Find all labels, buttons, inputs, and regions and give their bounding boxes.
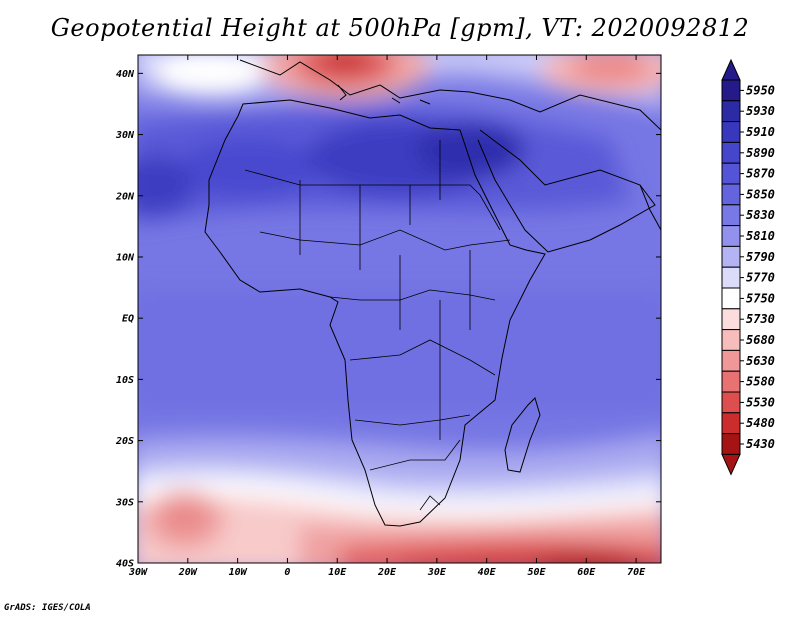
colorbar-swatch <box>721 412 741 435</box>
africa-coastline <box>204 99 546 527</box>
colorbar: 5950 5930 5910 5890 5870 5850 5830 5810 5790 5770… <box>721 58 775 476</box>
colorbar-label: 5950 <box>746 83 775 97</box>
colorbar-swatch <box>721 308 741 331</box>
colorbar-label: 5830 <box>746 208 775 222</box>
colorbar-label: 5870 <box>746 167 775 181</box>
colorbar-label: 5430 <box>746 437 775 451</box>
colorbar-label: 5910 <box>746 125 775 139</box>
lon-tick-label: 0 <box>284 567 290 578</box>
colorbar-swatch <box>721 204 741 227</box>
map-frame <box>137 54 662 564</box>
colorbar-max-arrow <box>721 58 741 81</box>
lat-tick-label: 40S <box>116 559 134 570</box>
colorbar-swatch <box>721 183 741 206</box>
colorbar-swatch <box>721 162 741 185</box>
colorbar-swatch <box>721 391 741 414</box>
colorbar-swatch <box>721 349 741 372</box>
colorbar-swatch <box>721 79 741 102</box>
colorbar-label: 5730 <box>746 312 775 326</box>
colorbar-label: 5750 <box>746 291 775 305</box>
lon-tick-label: 60E <box>577 567 596 578</box>
india-coastline <box>639 184 661 231</box>
colorbar-min-arrow <box>721 453 741 476</box>
mediterranean-islands <box>337 84 431 105</box>
lat-tick-label: EQ <box>122 314 134 325</box>
longitude-axis: 30W 20W 10W 0 10E 20E 30E 40E 50E 60E 70E <box>128 55 646 578</box>
lat-tick-label: 10S <box>116 375 134 386</box>
colorbar-label: 5480 <box>746 416 775 430</box>
coastlines <box>204 59 661 527</box>
colorbar-swatch <box>721 287 741 310</box>
lon-tick-label: 30W <box>128 567 148 578</box>
lon-tick-label: 20W <box>178 567 198 578</box>
colorbar-swatch <box>721 121 741 143</box>
colorbar-swatch <box>721 100 741 123</box>
lat-tick-label: 10N <box>116 252 135 263</box>
colorbar-label: 5890 <box>746 146 775 160</box>
colorbar-swatch <box>721 245 741 268</box>
colorbar-label: 5580 <box>746 375 775 389</box>
europe-coastline <box>239 59 661 131</box>
colorbar-swatch <box>721 329 741 351</box>
lat-tick-label: 40N <box>116 69 135 80</box>
height-field <box>138 55 661 563</box>
lon-tick-label: 70E <box>627 567 646 578</box>
colorbar-swatch <box>721 370 741 393</box>
colorbar-label: 5530 <box>746 395 775 409</box>
arabia-coastline <box>477 129 656 253</box>
madagascar-coastline <box>504 397 541 473</box>
country-borders <box>244 140 511 511</box>
colorbar-swatch <box>721 433 741 455</box>
lat-tick-label: 30N <box>115 130 135 141</box>
lon-tick-label: 40E <box>478 567 497 578</box>
lon-tick-label: 10W <box>229 567 248 578</box>
colorbar-label: 5770 <box>746 271 775 285</box>
colorbar-swatch <box>721 225 741 247</box>
map-title: Geopotential Height at 500hPa [gpm], VT:… <box>50 14 750 42</box>
lon-tick-label: 50E <box>527 567 546 578</box>
lon-tick-label: 30E <box>427 567 447 578</box>
colorbar-label: 5850 <box>746 187 775 201</box>
colorbar-swatch <box>721 141 741 164</box>
colorbar-label: 5680 <box>746 333 775 347</box>
colorbar-label: 5790 <box>746 250 775 264</box>
lat-tick-label: 20S <box>115 436 134 447</box>
colorbar-label: 5930 <box>746 104 775 118</box>
lat-tick-label: 30S <box>115 497 134 508</box>
lon-tick-label: 10E <box>328 567 347 578</box>
latitude-axis: 40N 30N 20N 10N EQ 10S 20S 30S 40S <box>115 69 661 570</box>
lon-tick-label: 20E <box>377 567 397 578</box>
colorbar-label: 5630 <box>746 354 775 368</box>
colorbar-label: 5810 <box>746 229 775 243</box>
credit-text: GrADS: IGES/COLA <box>4 603 91 613</box>
lat-tick-label: 20N <box>115 191 135 202</box>
colorbar-swatch <box>721 266 741 289</box>
